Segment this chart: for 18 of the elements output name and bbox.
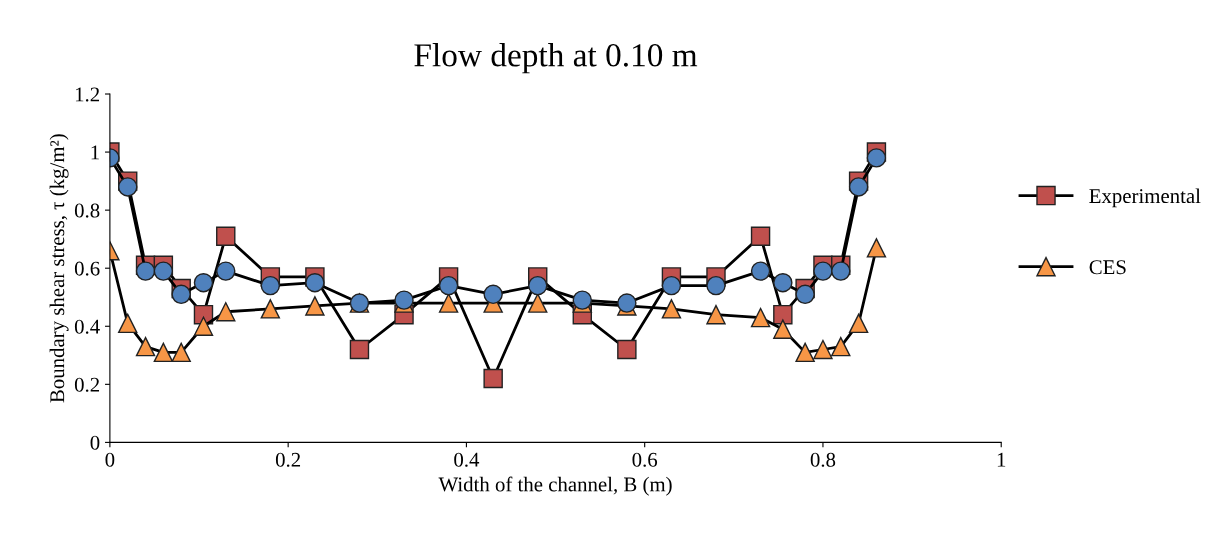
y-tick-label: 0 xyxy=(90,435,100,450)
y-axis-title: Boundary shear stress, τ (kg/m²) xyxy=(49,134,69,403)
x-tick-label: 0.6 xyxy=(632,452,658,467)
x-tick-label: 0.2 xyxy=(275,452,301,467)
y-tick-label: 0.6 xyxy=(74,261,100,276)
y-tick-label: 0.2 xyxy=(74,377,100,392)
legend-label: Experimental xyxy=(1089,188,1201,208)
x-tick-label: 0 xyxy=(105,452,115,467)
y-tick-label: 1.2 xyxy=(75,87,100,102)
y-tick-label: 0.4 xyxy=(74,319,100,334)
legend-label: CES xyxy=(1089,260,1126,275)
x-tick-label: 0.8 xyxy=(810,452,836,467)
x-tick-label: 1 xyxy=(997,452,1006,467)
y-tick-label: 1 xyxy=(91,145,99,160)
chart-title: Flow depth at 0.10 m xyxy=(414,43,698,74)
x-axis-title: Width of the channel, B (m) xyxy=(438,476,672,496)
x-tick-label: 0.4 xyxy=(454,452,480,467)
y-tick-label: 0.8 xyxy=(74,203,100,218)
